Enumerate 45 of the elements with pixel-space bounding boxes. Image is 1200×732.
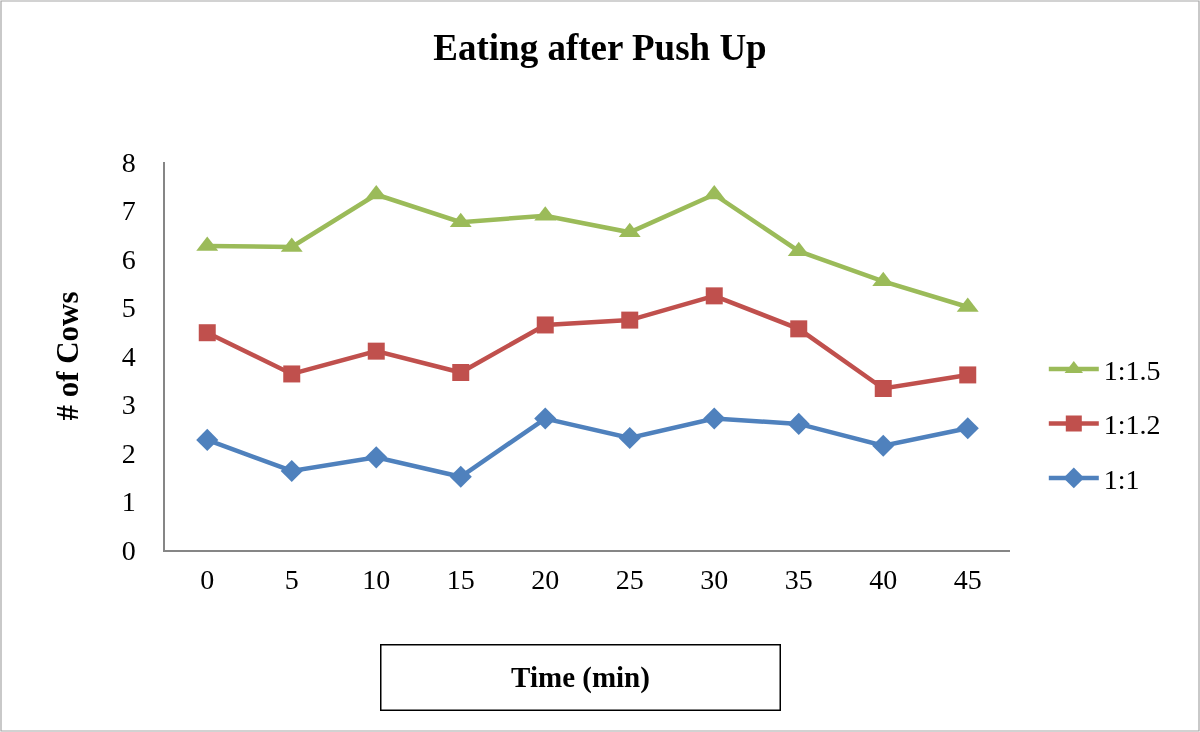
y-tick-label: 3 <box>121 389 136 421</box>
legend-label: 1:1 <box>1103 463 1140 495</box>
y-tick-label: 5 <box>121 292 136 324</box>
point <box>703 407 726 430</box>
point <box>365 446 388 469</box>
point <box>956 417 979 440</box>
point <box>787 412 810 435</box>
x-tick-label: 10 <box>362 564 391 596</box>
point <box>872 434 895 457</box>
x-tick-label: 20 <box>531 564 560 596</box>
y-tick-label: 4 <box>121 340 136 372</box>
point <box>196 428 219 451</box>
y-axis-title: # of Cows <box>49 291 85 421</box>
point <box>367 342 385 360</box>
point <box>790 320 808 338</box>
point <box>198 324 216 342</box>
x-tick-label: 45 <box>953 564 982 596</box>
point <box>280 459 303 482</box>
x-tick-label: 25 <box>615 564 644 596</box>
point <box>618 426 641 450</box>
y-tick-label: 1 <box>121 486 136 518</box>
point <box>534 407 557 430</box>
y-tick-label: 0 <box>121 534 136 566</box>
point <box>705 287 723 305</box>
x-tick-label: 15 <box>446 564 475 596</box>
point <box>452 363 470 381</box>
point <box>283 365 301 383</box>
point <box>621 311 639 329</box>
x-tick-label: 35 <box>784 564 813 596</box>
point <box>449 465 472 488</box>
y-tick-label: 7 <box>121 195 136 227</box>
x-axis-title: Time (min) <box>511 661 650 694</box>
y-tick-label: 8 <box>121 146 136 178</box>
point <box>959 366 977 384</box>
chart-title: Eating after Push Up <box>433 26 767 68</box>
x-tick-label: 40 <box>869 564 898 596</box>
point <box>874 380 892 397</box>
x-tick-label: 30 <box>700 564 729 596</box>
legend-label: 1:1.5 <box>1103 355 1161 387</box>
x-tick-label: 0 <box>200 564 215 596</box>
point <box>536 316 554 334</box>
legend-label: 1:1.2 <box>1103 409 1161 441</box>
y-tick-label: 6 <box>121 243 136 275</box>
x-tick-label: 5 <box>284 564 299 596</box>
y-tick-label: 2 <box>121 437 136 469</box>
